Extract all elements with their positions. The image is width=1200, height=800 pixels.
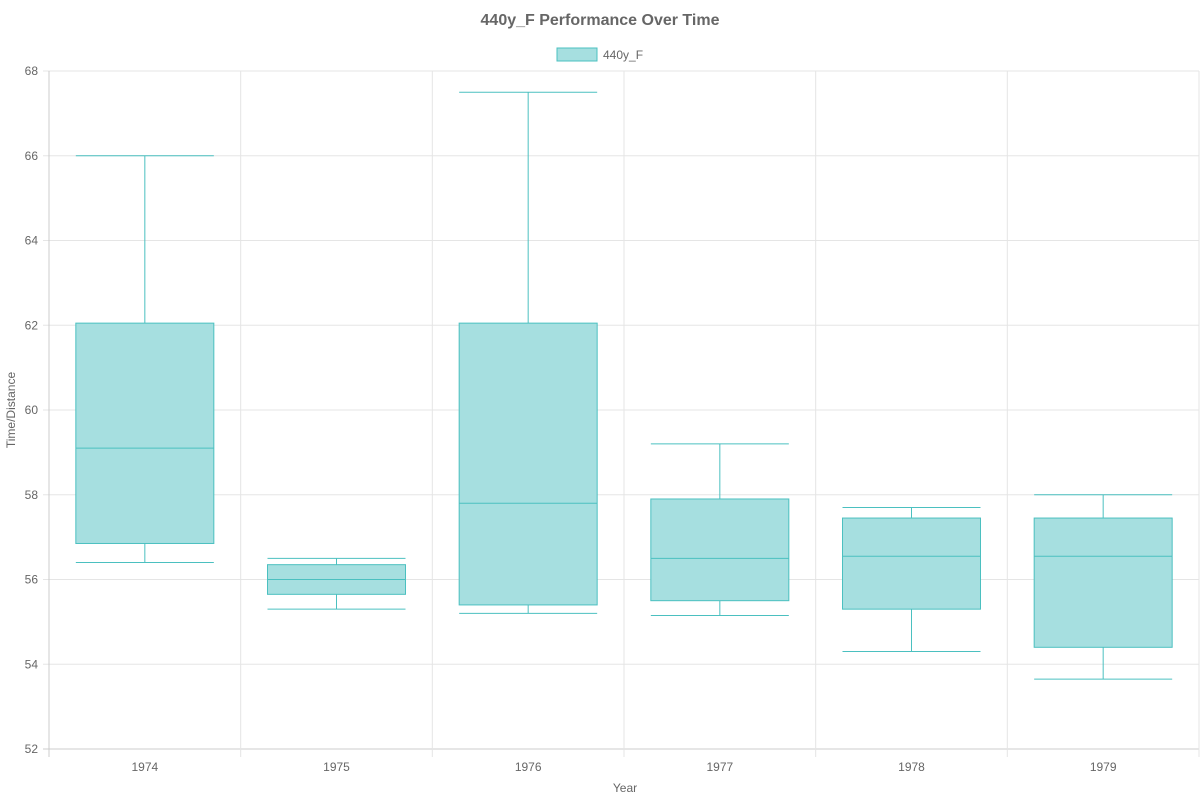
- y-tick-label: 60: [25, 403, 39, 417]
- iqr-box: [458, 322, 598, 606]
- y-tick-label: 64: [25, 234, 39, 248]
- iqr-box: [650, 498, 790, 602]
- iqr-box: [842, 517, 981, 610]
- iqr-box: [75, 322, 215, 544]
- legend[interactable]: 440y_F: [556, 47, 643, 62]
- iqr-box: [1033, 517, 1173, 648]
- y-tick-label: 68: [25, 64, 39, 78]
- x-axis-ticks: 1974 1975 1976 1977 1978 1979: [131, 760, 1116, 774]
- chart-title: 440y_F Performance Over Time: [481, 12, 720, 29]
- x-tick-label: 1976: [515, 760, 542, 774]
- legend-swatch: [556, 47, 598, 62]
- grid: [43, 70, 1200, 757]
- box-1977[interactable]: [650, 443, 790, 617]
- y-tick-label: 62: [25, 318, 39, 332]
- y-tick-label: 66: [25, 149, 39, 163]
- box-1974[interactable]: [75, 155, 215, 564]
- y-tick-label: 52: [25, 742, 39, 756]
- y-axis-title: Time/Distance: [4, 372, 18, 449]
- y-tick-label: 54: [25, 657, 39, 671]
- box-1978[interactable]: [842, 506, 981, 653]
- box-1979[interactable]: [1033, 494, 1173, 680]
- series-440y-f: [75, 91, 1173, 680]
- x-tick-label: 1977: [706, 760, 733, 774]
- box-1975[interactable]: [267, 557, 406, 610]
- y-axis-ticks: 52 54 56 58 60 62 64 66 68: [25, 64, 39, 756]
- legend-label: 440y_F: [603, 48, 643, 62]
- x-tick-label: 1979: [1090, 760, 1117, 774]
- x-tick-label: 1978: [898, 760, 925, 774]
- box-1976[interactable]: [458, 91, 598, 614]
- x-axis-title: Year: [613, 781, 637, 795]
- x-tick-label: 1975: [323, 760, 350, 774]
- x-tick-label: 1974: [131, 760, 158, 774]
- y-tick-label: 56: [25, 573, 39, 587]
- y-tick-label: 58: [25, 488, 39, 502]
